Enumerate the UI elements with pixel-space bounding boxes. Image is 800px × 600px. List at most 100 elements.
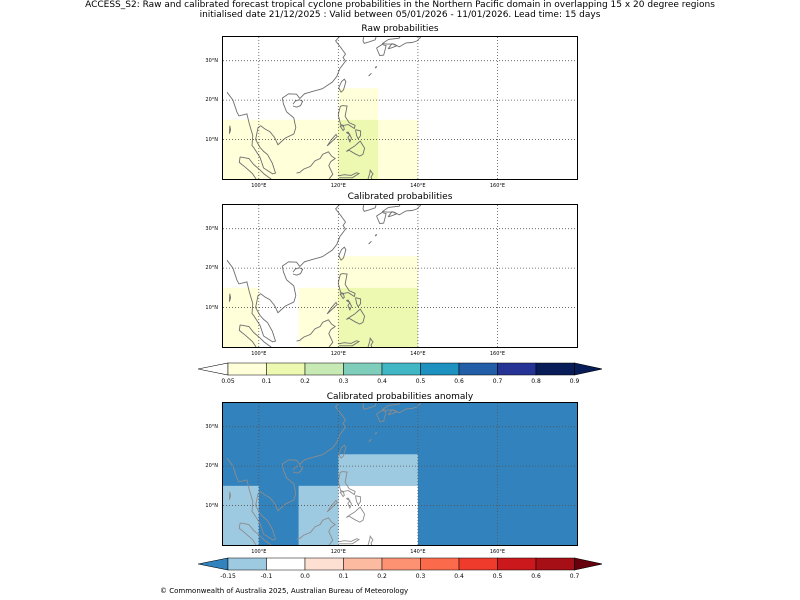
probability-region (223, 287, 259, 347)
latitude-label: 10°N (205, 502, 218, 509)
figure-title-line1: ACCESS_S2: Raw and calibrated forecast t… (85, 0, 715, 10)
coastline (228, 125, 232, 134)
coastline (292, 465, 304, 474)
coastline (326, 301, 338, 315)
colorbar-tick-label: 0.2 (377, 573, 387, 580)
latitude-label: 30°N (205, 57, 218, 64)
coastline (296, 517, 336, 545)
coastline (374, 66, 378, 69)
colorbar-tick-label: 0.9 (569, 378, 580, 385)
coastline (240, 156, 272, 179)
coastline (240, 324, 272, 347)
longitude-label: 140°E (410, 183, 426, 189)
colorbar-tick-label: 0.5 (415, 378, 426, 385)
probability-region (338, 88, 379, 120)
raw-probability-map (222, 36, 578, 180)
colorbar-segment (266, 557, 306, 571)
coastline (339, 293, 345, 300)
colorbar-segment (227, 362, 267, 376)
coastline (368, 438, 372, 443)
coastline (339, 125, 345, 132)
figure-title-line2: initialised date 21/12/2025 : Valid betw… (199, 10, 601, 20)
coastline (337, 273, 356, 298)
longitude-label: 120°E (330, 183, 346, 189)
coastline (338, 538, 361, 545)
coastline (238, 324, 257, 347)
colorbar-tick-label: 0.1 (338, 573, 349, 580)
colorbar-segment (535, 557, 575, 571)
colorbar-tick-label: 0.4 (454, 573, 464, 580)
coastline (338, 340, 361, 347)
colorbar-tick-label: 0.8 (531, 378, 541, 385)
coastline (292, 267, 304, 276)
colorbar-segment (497, 362, 537, 376)
coastline (326, 133, 338, 147)
colorbar-tick-label: 0.05 (221, 378, 235, 385)
probability-region (298, 485, 339, 545)
coastline (339, 491, 345, 498)
coastline (368, 72, 372, 77)
colorbar-segment (381, 362, 421, 376)
latitude-label: 10°N (205, 304, 218, 311)
colorbar-segment (420, 557, 460, 571)
coastline (292, 99, 304, 108)
latitude-label: 20°N (205, 463, 218, 470)
coastline (338, 246, 347, 261)
colorbar-tick-label: -0.1 (260, 573, 273, 580)
colorbar-tick-label: 0.6 (531, 573, 541, 580)
colorbar-over-extension (574, 557, 602, 571)
longitude-label: 160°E (489, 549, 506, 555)
coastline (326, 499, 338, 513)
coastline (346, 308, 366, 325)
calibrated-probability-map (222, 204, 578, 348)
colorbar-segment (497, 557, 537, 571)
coastline (346, 497, 352, 510)
colorbar-tick-label: 0.7 (569, 573, 580, 580)
colorbar-segment (458, 362, 498, 376)
colorbar-segment (266, 362, 306, 376)
colorbar-segment (343, 557, 383, 571)
probability-region (338, 256, 418, 288)
colorbar-tick-label: 0.6 (454, 378, 464, 385)
colorbar-under-extension (198, 557, 229, 571)
coastline (226, 205, 377, 343)
longitude-label: 100°E (251, 549, 267, 555)
coastline (355, 129, 362, 140)
coastline (228, 293, 232, 302)
colorbar-segment (458, 557, 498, 571)
probability-region (223, 119, 418, 179)
longitude-label: 140°E (410, 351, 426, 357)
colorbar-tick-label: 0.3 (415, 573, 426, 580)
longitude-label: 100°E (251, 183, 267, 189)
probability-region (338, 485, 418, 545)
latitude-label: 20°N (205, 97, 218, 104)
probability-region (223, 485, 259, 545)
coastline (387, 409, 398, 416)
colorbar-tick-label: 0.5 (492, 573, 503, 580)
coastline (381, 37, 422, 48)
anomaly-map (222, 402, 578, 546)
colorbar-tick-label: 0.0 (300, 573, 310, 580)
coastline (238, 156, 257, 179)
latitude-label: 30°N (205, 423, 218, 430)
probability-region (338, 287, 418, 347)
longitude-label: 140°E (410, 549, 426, 555)
coastline (381, 403, 422, 414)
copyright-footer: © Commonwealth of Australia 2025, Austra… (160, 587, 409, 595)
coastline (376, 212, 387, 224)
colorbar-tick-label: -0.15 (220, 573, 236, 580)
colorbar-segment (227, 557, 267, 571)
calibrated-panel-title: Calibrated probabilities (347, 192, 453, 202)
coastline (387, 211, 398, 218)
coastline (376, 44, 387, 56)
latitude-label: 30°N (205, 225, 218, 232)
latitude-label: 20°N (205, 265, 218, 272)
coastline (228, 491, 232, 500)
colorbar-segment (535, 362, 575, 376)
coastline (374, 234, 378, 237)
colorbar-tick-label: 0.4 (377, 378, 387, 385)
coastline (381, 205, 422, 216)
coastline (296, 151, 336, 179)
anomaly-panel-title: Calibrated probabilities anomaly (326, 392, 474, 402)
colorbar-segment (343, 362, 383, 376)
